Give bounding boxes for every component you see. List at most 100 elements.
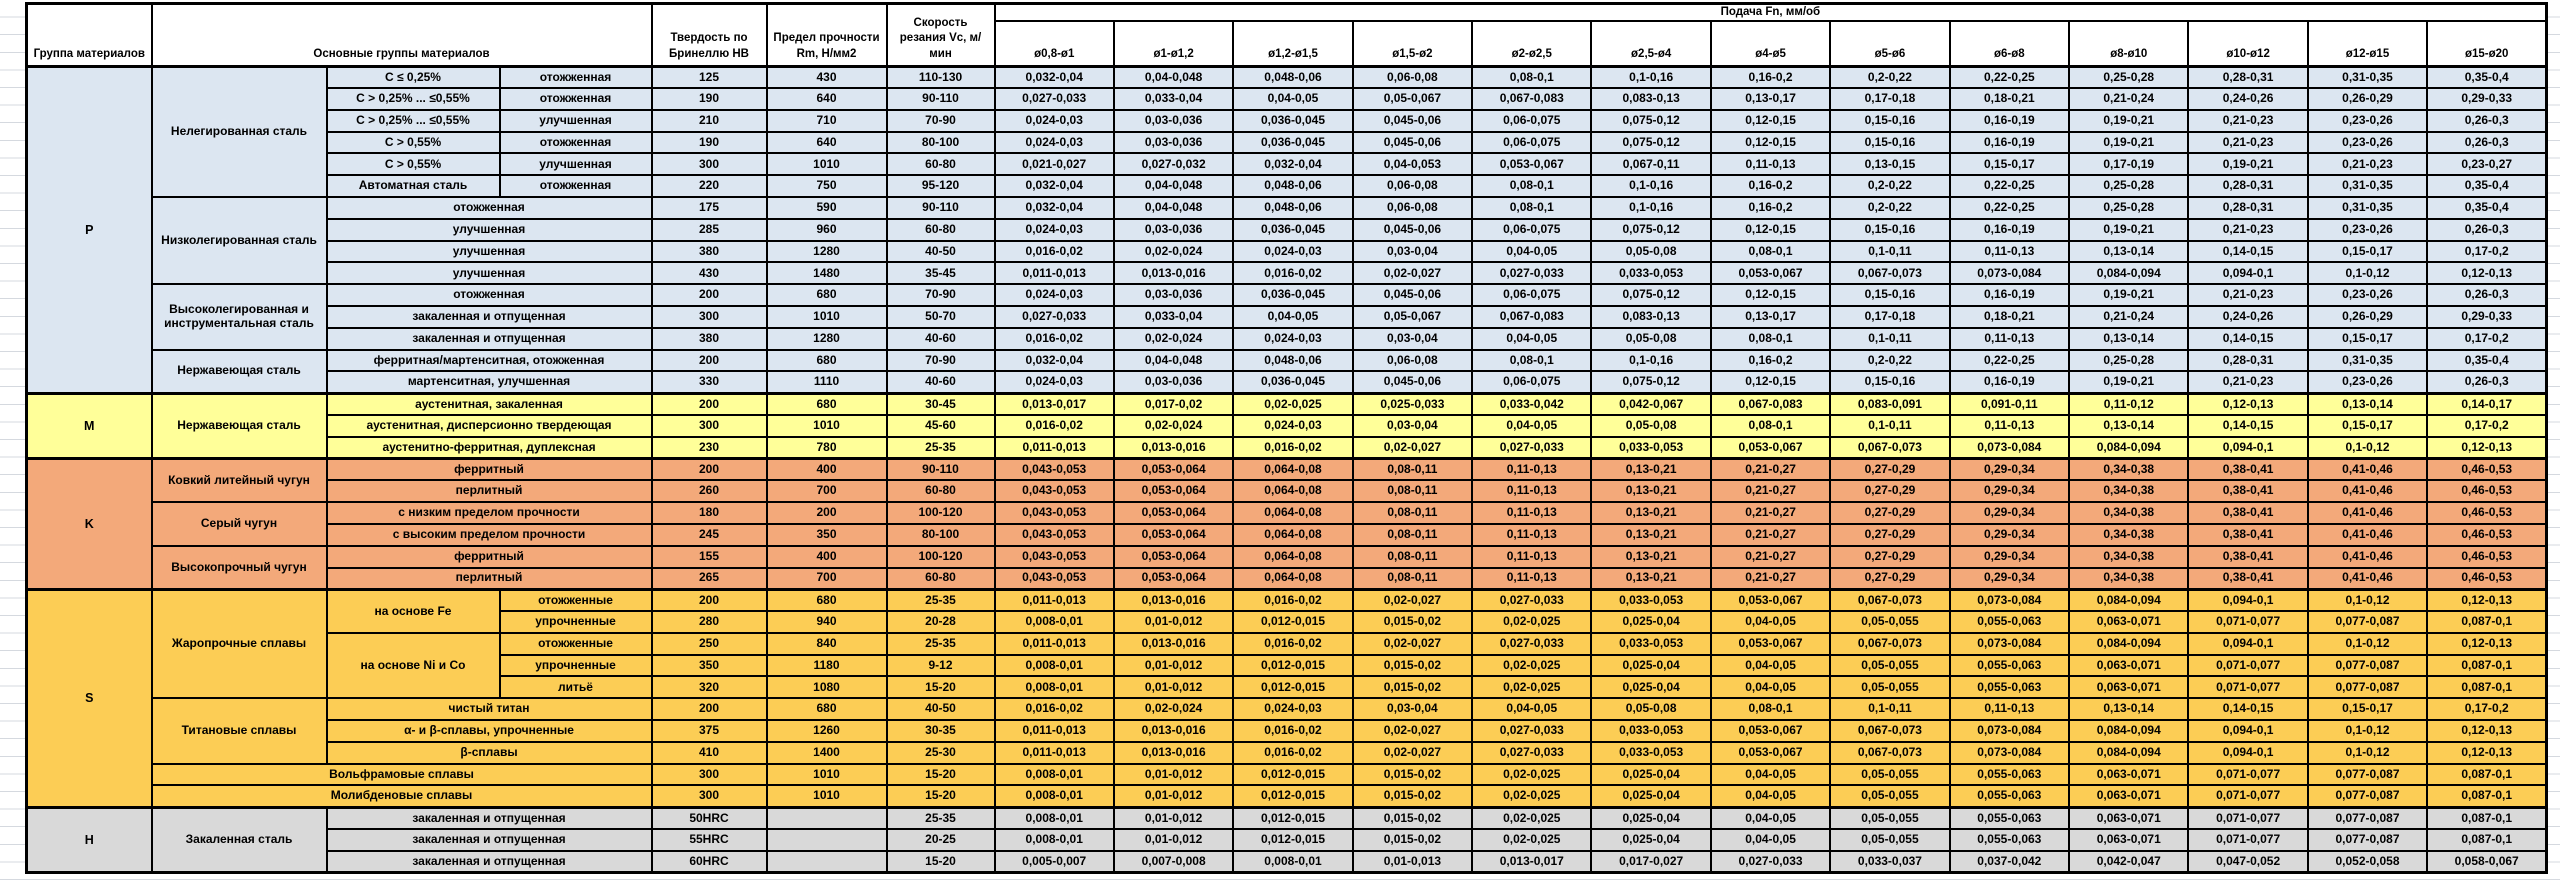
- feed-cell[interactable]: 0,084-0,094: [2068, 435, 2190, 460]
- strength-cell[interactable]: 840: [765, 631, 888, 656]
- strength-cell[interactable]: [765, 805, 888, 831]
- material-cell[interactable]: с высоким пределом прочности: [325, 522, 653, 547]
- feed-cell[interactable]: 0,34-0,38: [2068, 544, 2190, 569]
- feed-cell[interactable]: 0,13-0,14: [2306, 391, 2429, 416]
- feed-cell[interactable]: 0,46-0,53: [2426, 457, 2548, 482]
- feed-cell[interactable]: 0,13-0,21: [1590, 544, 1712, 569]
- feed-cell[interactable]: 0,067-0,073: [1829, 435, 1951, 460]
- feed-cell[interactable]: 0,084-0,094: [2068, 719, 2190, 743]
- strength-cell[interactable]: 1010: [765, 762, 888, 787]
- material-cell[interactable]: отожженная: [498, 174, 653, 198]
- feed-cell[interactable]: 0,06-0,075: [1471, 108, 1593, 133]
- feed-cell[interactable]: 0,063-0,071: [2068, 784, 2190, 809]
- feed-cell[interactable]: 0,19-0,21: [2068, 130, 2190, 155]
- feed-cell[interactable]: 0,037-0,042: [1948, 849, 2071, 874]
- feed-cell[interactable]: 0,016-0,02: [993, 326, 1115, 351]
- speed-cell[interactable]: 25-35: [885, 435, 996, 460]
- feed-cell[interactable]: 0,008-0,01: [993, 828, 1115, 852]
- hardness-cell[interactable]: 300: [650, 304, 768, 329]
- feed-cell[interactable]: 0,011-0,013: [993, 631, 1115, 656]
- feed-cell[interactable]: 0,063-0,071: [2068, 675, 2190, 700]
- feed-cell[interactable]: 0,21-0,27: [1709, 566, 1832, 591]
- feed-cell[interactable]: 0,032-0,04: [993, 348, 1115, 373]
- feed-cell[interactable]: 0,04-0,05: [1471, 326, 1593, 351]
- feed-cell[interactable]: 0,12-0,13: [2187, 391, 2309, 416]
- feed-cell[interactable]: 0,077-0,087: [2306, 784, 2429, 809]
- feed-cell[interactable]: 0,033-0,042: [1471, 391, 1593, 416]
- feed-cell[interactable]: 0,12-0,13: [2426, 740, 2548, 765]
- feed-cell[interactable]: 0,016-0,02: [1232, 435, 1354, 460]
- strength-cell[interactable]: 1010: [765, 784, 888, 809]
- feed-cell[interactable]: 0,04-0,05: [1471, 697, 1593, 722]
- feed-cell[interactable]: 0,053-0,064: [1112, 522, 1235, 547]
- feed-cell[interactable]: 0,16-0,2: [1709, 174, 1832, 198]
- speed-cell[interactable]: 30-35: [885, 719, 996, 743]
- feed-cell[interactable]: 0,011-0,013: [993, 261, 1115, 286]
- feed-cell[interactable]: 0,08-0,11: [1351, 501, 1474, 525]
- feed-cell[interactable]: 0,032-0,04: [993, 64, 1115, 89]
- feed-cell[interactable]: 0,027-0,033: [1471, 631, 1593, 656]
- feed-cell[interactable]: 0,073-0,084: [1948, 435, 2071, 460]
- feed-cell[interactable]: 0,14-0,15: [2187, 326, 2309, 351]
- feed-cell[interactable]: 0,34-0,38: [2068, 457, 2190, 482]
- feed-cell[interactable]: 0,26-0,3: [2426, 217, 2548, 242]
- feed-cell[interactable]: 0,14-0,15: [2187, 239, 2309, 264]
- feed-cell[interactable]: 0,25-0,28: [2068, 174, 2190, 198]
- material-cell[interactable]: Низколегированная сталь: [150, 195, 328, 286]
- feed-cell[interactable]: 0,055-0,063: [1948, 805, 2071, 831]
- feed-cell[interactable]: 0,025-0,04: [1590, 828, 1712, 852]
- feed-cell[interactable]: 0,025-0,04: [1590, 610, 1712, 634]
- feed-cell[interactable]: 0,094-0,1: [2187, 587, 2309, 613]
- hardness-cell[interactable]: 200: [650, 348, 768, 373]
- material-cell[interactable]: Высоколегированная и инструментальная ст…: [150, 283, 328, 351]
- hardness-cell[interactable]: 300: [650, 152, 768, 177]
- feed-cell[interactable]: 0,013-0,016: [1112, 719, 1235, 743]
- feed-cell[interactable]: 0,043-0,053: [993, 479, 1115, 504]
- material-cell[interactable]: улучшенная: [325, 217, 653, 242]
- feed-cell[interactable]: 0,08-0,11: [1351, 479, 1474, 504]
- speed-cell[interactable]: 60-80: [885, 152, 996, 177]
- feed-cell[interactable]: 0,05-0,08: [1590, 326, 1712, 351]
- feed-cell[interactable]: 0,027-0,033: [1709, 849, 1832, 874]
- feed-cell[interactable]: 0,015-0,02: [1351, 805, 1474, 831]
- feed-cell[interactable]: 0,19-0,21: [2068, 283, 2190, 307]
- feed-cell[interactable]: 0,11-0,13: [1709, 152, 1832, 177]
- feed-cell[interactable]: 0,23-0,26: [2306, 283, 2429, 307]
- material-cell[interactable]: на основе Ni и Co: [325, 631, 501, 700]
- feed-cell[interactable]: 0,17-0,19: [2068, 152, 2190, 177]
- hardness-cell[interactable]: 250: [650, 631, 768, 656]
- material-cell[interactable]: Нержавеющая сталь: [150, 348, 328, 395]
- feed-cell[interactable]: 0,016-0,02: [993, 239, 1115, 264]
- feed-cell[interactable]: 0,067-0,073: [1829, 631, 1951, 656]
- hardness-cell[interactable]: 60HRC: [650, 849, 768, 874]
- feed-cell[interactable]: 0,053-0,067: [1471, 152, 1593, 177]
- feed-cell[interactable]: 0,013-0,017: [993, 391, 1115, 416]
- feed-cell[interactable]: 0,17-0,2: [2426, 413, 2548, 438]
- feed-cell[interactable]: 0,071-0,077: [2187, 762, 2309, 787]
- header-diameter[interactable]: ø15-ø20: [2426, 20, 2548, 68]
- speed-cell[interactable]: 90-110: [885, 86, 996, 111]
- feed-cell[interactable]: 0,011-0,013: [993, 587, 1115, 613]
- feed-cell[interactable]: 0,38-0,41: [2187, 566, 2309, 591]
- feed-cell[interactable]: 0,045-0,06: [1351, 217, 1474, 242]
- feed-cell[interactable]: 0,1-0,11: [1829, 697, 1951, 722]
- feed-cell[interactable]: 0,016-0,02: [993, 413, 1115, 438]
- feed-cell[interactable]: 0,053-0,064: [1112, 566, 1235, 591]
- hardness-cell[interactable]: 210: [650, 108, 768, 133]
- feed-cell[interactable]: 0,05-0,055: [1829, 610, 1951, 634]
- feed-cell[interactable]: 0,27-0,29: [1829, 522, 1951, 547]
- hardness-cell[interactable]: 320: [650, 675, 768, 700]
- feed-cell[interactable]: 0,02-0,024: [1112, 326, 1235, 351]
- feed-cell[interactable]: 0,071-0,077: [2187, 675, 2309, 700]
- feed-cell[interactable]: 0,29-0,34: [1948, 457, 2071, 482]
- strength-cell[interactable]: 710: [765, 108, 888, 133]
- feed-cell[interactable]: 0,35-0,4: [2426, 174, 2548, 198]
- feed-cell[interactable]: 0,15-0,16: [1829, 130, 1951, 155]
- feed-cell[interactable]: 0,033-0,053: [1590, 435, 1712, 460]
- feed-cell[interactable]: 0,03-0,036: [1112, 217, 1235, 242]
- feed-cell[interactable]: 0,075-0,12: [1590, 283, 1712, 307]
- strength-cell[interactable]: 430: [765, 64, 888, 89]
- feed-cell[interactable]: 0,21-0,23: [2187, 108, 2309, 133]
- feed-cell[interactable]: 0,042-0,067: [1590, 391, 1712, 416]
- strength-cell[interactable]: 350: [765, 522, 888, 547]
